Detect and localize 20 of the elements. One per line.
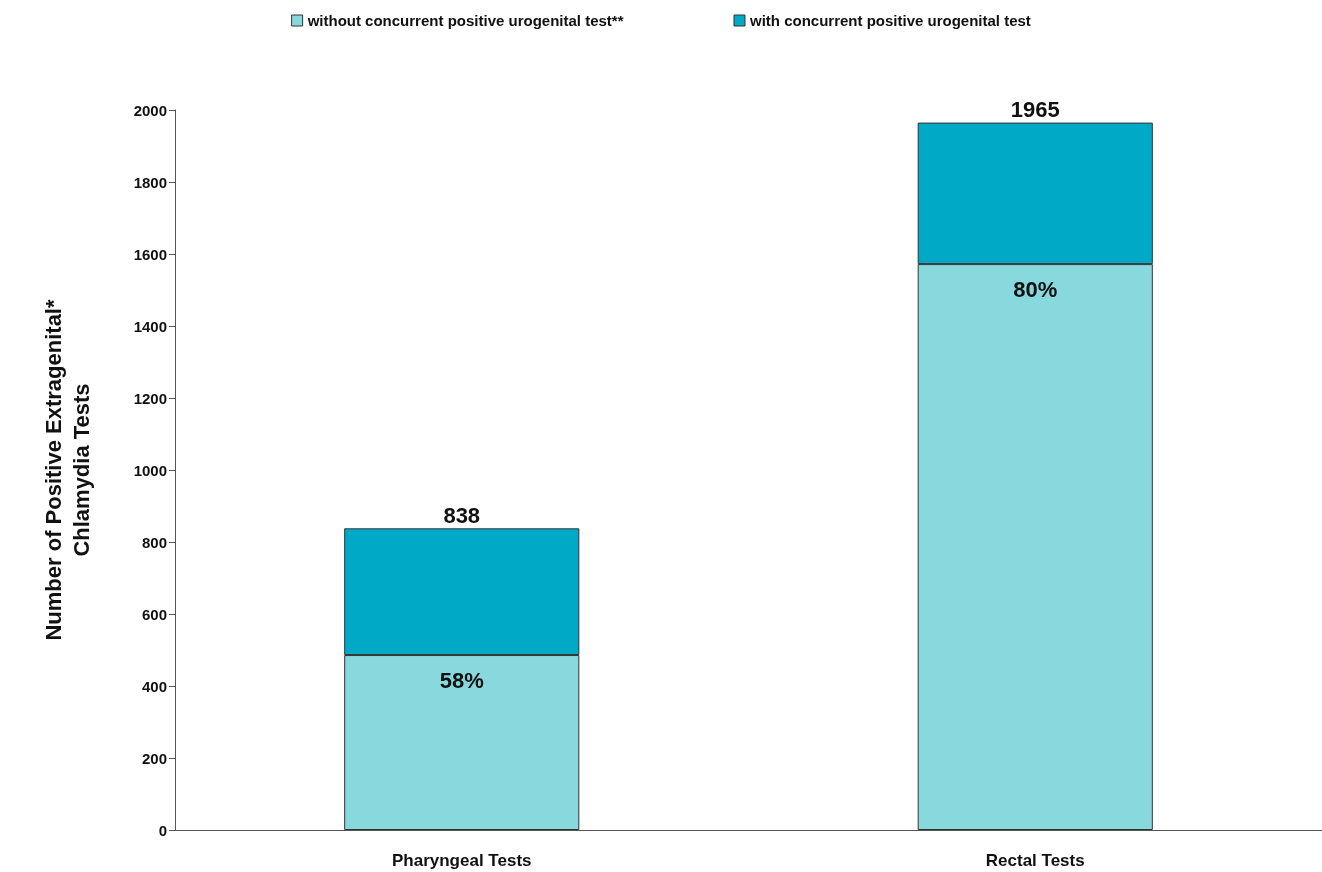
x-tick-label: Pharyngeal Tests: [391, 851, 532, 870]
y-tick-label: 1000: [133, 461, 167, 479]
y-tick-label: 2000: [133, 101, 167, 119]
y-tick-label: 1600: [133, 245, 167, 263]
y-axis-title: Number of Positive Extragenital* Chlamydia Tests: [40, 299, 94, 641]
y-tick-label: 1800: [133, 173, 167, 191]
y-tick-label: 0: [158, 821, 167, 839]
total-label: 1965: [1010, 97, 1060, 123]
y-tick-label: 1200: [133, 389, 167, 407]
y-tick-label: 200: [141, 749, 167, 767]
legend-label: without concurrent positive urogenital test**: [306, 12, 624, 29]
x-tick-label: Rectal Tests: [985, 851, 1085, 870]
y-tick-label: 1400: [133, 317, 167, 335]
annotation: 58%: [439, 667, 484, 693]
y-tick-label: 600: [141, 605, 167, 623]
total-label: 838: [443, 502, 481, 528]
y-tick-label: 800: [141, 533, 167, 551]
legend-label: with concurrent positive urogenital test: [749, 12, 1031, 29]
y-tick-label: 400: [141, 677, 167, 695]
annotation: 80%: [1013, 276, 1058, 302]
